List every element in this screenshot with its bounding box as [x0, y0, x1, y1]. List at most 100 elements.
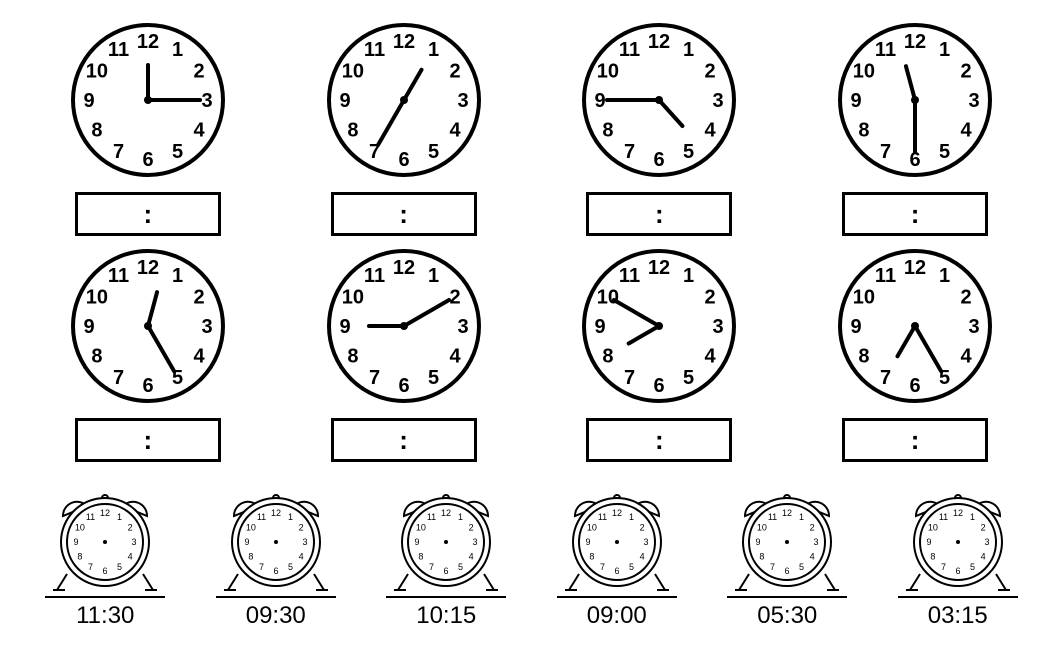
analog-clock-icon: 123456789101112 — [68, 246, 228, 406]
svg-text:3: 3 — [457, 316, 468, 338]
svg-text:10: 10 — [341, 287, 363, 309]
svg-text:4: 4 — [449, 120, 461, 142]
alarm-clock-icon: 123456789101112 — [386, 482, 506, 592]
alarm-unit: 123456789101112 11:30 — [45, 482, 165, 630]
svg-text:7: 7 — [770, 562, 775, 572]
answer-box[interactable]: : — [75, 418, 221, 462]
time-label: 09:30 — [246, 602, 306, 630]
svg-text:12: 12 — [393, 31, 415, 53]
svg-text:1: 1 — [428, 39, 439, 61]
svg-text:11: 11 — [619, 39, 640, 61]
svg-text:10: 10 — [416, 523, 426, 533]
alarm-clock-icon: 123456789101112 — [216, 482, 336, 592]
alarm-clock-icon: 123456789101112 — [557, 482, 677, 592]
svg-text:11: 11 — [875, 39, 896, 61]
svg-text:4: 4 — [193, 346, 205, 368]
answer-box[interactable]: : — [331, 192, 477, 236]
svg-text:2: 2 — [469, 523, 474, 533]
svg-text:3: 3 — [814, 537, 819, 547]
svg-text:5: 5 — [799, 562, 804, 572]
svg-text:11: 11 — [257, 512, 266, 522]
svg-text:5: 5 — [629, 562, 634, 572]
svg-text:2: 2 — [980, 523, 985, 533]
svg-text:12: 12 — [441, 508, 451, 518]
answer-box[interactable]: : — [842, 418, 988, 462]
svg-text:3: 3 — [969, 316, 980, 338]
svg-text:3: 3 — [132, 537, 137, 547]
svg-text:2: 2 — [193, 287, 204, 309]
svg-text:11: 11 — [939, 512, 948, 522]
answer-box[interactable]: : — [331, 418, 477, 462]
svg-text:3: 3 — [302, 537, 307, 547]
svg-text:12: 12 — [393, 257, 415, 279]
alarm-unit: 123456789101112 05:30 — [727, 482, 847, 630]
svg-text:8: 8 — [603, 346, 614, 368]
svg-text:9: 9 — [756, 537, 761, 547]
alarm-clock-row: 123456789101112 11:30 123456789101112 09… — [20, 482, 1043, 630]
time-label: 11:30 — [76, 602, 134, 630]
answer-box[interactable]: : — [75, 192, 221, 236]
svg-text:2: 2 — [810, 523, 815, 533]
svg-text:1: 1 — [683, 265, 694, 287]
svg-text:8: 8 — [91, 346, 102, 368]
svg-text:5: 5 — [683, 367, 694, 389]
svg-text:2: 2 — [298, 523, 303, 533]
alarm-clock-icon: 123456789101112 — [45, 482, 165, 592]
alarm-unit: 123456789101112 10:15 — [386, 482, 506, 630]
svg-text:7: 7 — [113, 367, 124, 389]
svg-text:4: 4 — [639, 552, 644, 562]
svg-text:5: 5 — [172, 141, 183, 163]
analog-clock-icon: 123456789101112 — [579, 246, 739, 406]
svg-text:8: 8 — [930, 552, 935, 562]
analog-clock-icon: 123456789101112 — [324, 246, 484, 406]
underline — [386, 596, 506, 598]
svg-text:6: 6 — [103, 566, 108, 576]
time-label: 03:15 — [928, 602, 988, 630]
svg-text:11: 11 — [364, 265, 385, 287]
svg-text:12: 12 — [648, 257, 670, 279]
svg-text:2: 2 — [705, 61, 716, 83]
svg-text:12: 12 — [612, 508, 622, 518]
alarm-unit: 123456789101112 09:00 — [557, 482, 677, 630]
svg-text:6: 6 — [614, 566, 619, 576]
svg-text:9: 9 — [339, 316, 350, 338]
svg-text:5: 5 — [428, 367, 439, 389]
answer-box[interactable]: : — [842, 192, 988, 236]
answer-box[interactable]: : — [586, 418, 732, 462]
svg-text:3: 3 — [473, 537, 478, 547]
clock-unit: 123456789101112 : — [579, 246, 739, 462]
svg-text:9: 9 — [244, 537, 249, 547]
svg-text:1: 1 — [458, 512, 463, 522]
svg-text:2: 2 — [449, 287, 460, 309]
svg-text:4: 4 — [128, 552, 133, 562]
svg-text:7: 7 — [88, 562, 93, 572]
svg-text:9: 9 — [595, 316, 606, 338]
analog-clock-icon: 123456789101112 — [835, 20, 995, 180]
svg-text:5: 5 — [117, 562, 122, 572]
clock-unit: 123456789101112 : — [835, 246, 995, 462]
svg-text:4: 4 — [705, 346, 717, 368]
svg-text:8: 8 — [760, 552, 765, 562]
svg-text:11: 11 — [875, 265, 896, 287]
svg-text:9: 9 — [83, 90, 94, 112]
svg-text:6: 6 — [654, 375, 665, 397]
svg-text:5: 5 — [970, 562, 975, 572]
svg-text:3: 3 — [643, 537, 648, 547]
svg-text:3: 3 — [457, 90, 468, 112]
svg-text:12: 12 — [271, 508, 281, 518]
svg-text:1: 1 — [288, 512, 293, 522]
clock-unit: 123456789101112 : — [68, 20, 228, 236]
svg-text:8: 8 — [419, 552, 424, 562]
answer-box[interactable]: : — [586, 192, 732, 236]
svg-text:10: 10 — [853, 61, 875, 83]
clock-unit: 123456789101112 : — [68, 246, 228, 462]
clock-row-2: 123456789101112 : 123456789101112 : 1234… — [20, 246, 1043, 462]
svg-text:12: 12 — [137, 31, 159, 53]
svg-text:11: 11 — [427, 512, 436, 522]
svg-text:6: 6 — [142, 149, 153, 171]
svg-text:7: 7 — [113, 141, 124, 163]
svg-text:3: 3 — [201, 316, 212, 338]
svg-text:8: 8 — [858, 120, 869, 142]
svg-text:12: 12 — [648, 31, 670, 53]
svg-text:6: 6 — [142, 375, 153, 397]
